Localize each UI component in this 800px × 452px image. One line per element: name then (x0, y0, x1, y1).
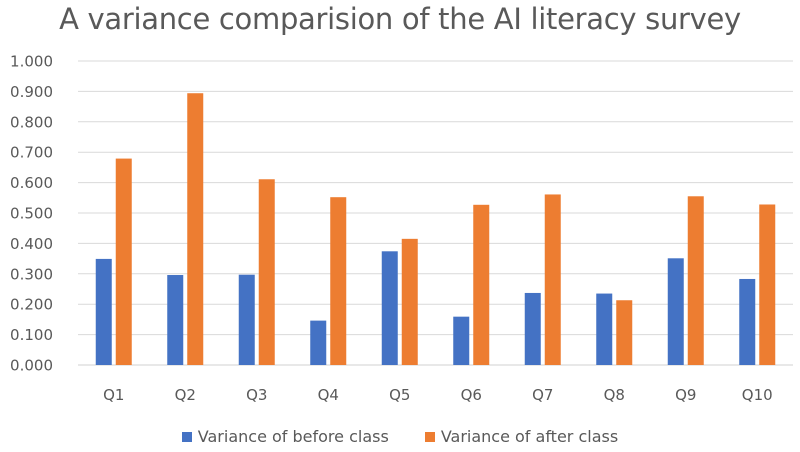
x-tick-label: Q2 (175, 386, 196, 404)
chart-title: A variance comparision of the AI literac… (59, 2, 741, 36)
y-tick-label: 0.300 (10, 265, 53, 283)
legend-item-after: Variance of after class (424, 427, 619, 446)
y-tick-label: 0.000 (10, 357, 53, 375)
bar-before-q2 (167, 275, 184, 365)
x-tick-label: Q7 (532, 386, 553, 404)
bar-before-q5 (381, 251, 398, 365)
bar-before-q10 (739, 278, 756, 365)
bar-after-q6 (473, 204, 490, 365)
legend-swatch-before (181, 431, 192, 442)
bar-after-q2 (187, 93, 204, 365)
y-tick-label: 0.600 (10, 174, 53, 192)
x-tick-label: Q8 (604, 386, 625, 404)
y-tick-label: 0.900 (10, 83, 53, 101)
legend-label-after: Variance of after class (440, 427, 619, 446)
x-tick-label: Q3 (246, 386, 267, 404)
y-tick-label: 0.200 (10, 296, 53, 314)
bar-before-q8 (596, 293, 613, 365)
chart-legend: Variance of before class Variance of aft… (0, 427, 800, 446)
bar-before-q7 (524, 292, 541, 365)
bar-after-q8 (616, 300, 633, 365)
x-tick-label: Q1 (103, 386, 124, 404)
bar-after-q4 (330, 197, 347, 365)
y-tick-label: 0.800 (10, 113, 53, 131)
bar-after-q10 (759, 204, 776, 365)
bar-before-q9 (667, 258, 684, 365)
bar-after-q5 (401, 238, 418, 365)
y-tick-label: 1.000 (10, 53, 53, 71)
x-tick-label: Q5 (389, 386, 410, 404)
bar-after-q1 (115, 158, 132, 365)
y-tick-label: 0.400 (10, 235, 53, 253)
bar-after-q7 (544, 194, 561, 365)
bar-before-q3 (238, 274, 255, 365)
bar-before-q6 (453, 316, 470, 365)
x-tick-label: Q10 (742, 386, 773, 404)
y-tick-label: 0.700 (10, 144, 53, 162)
bar-before-q1 (95, 258, 112, 365)
y-tick-label: 0.100 (10, 326, 53, 344)
bar-before-q4 (310, 320, 327, 365)
legend-label-before: Variance of before class (197, 427, 389, 446)
y-tick-label: 0.500 (10, 205, 53, 223)
bar-after-q3 (258, 179, 275, 365)
legend-swatch-after (424, 431, 435, 442)
x-tick-label: Q4 (318, 386, 339, 404)
bar-after-q9 (687, 196, 704, 365)
x-tick-label: Q6 (461, 386, 482, 404)
legend-item-before: Variance of before class (181, 427, 389, 446)
x-tick-label: Q9 (675, 386, 696, 404)
